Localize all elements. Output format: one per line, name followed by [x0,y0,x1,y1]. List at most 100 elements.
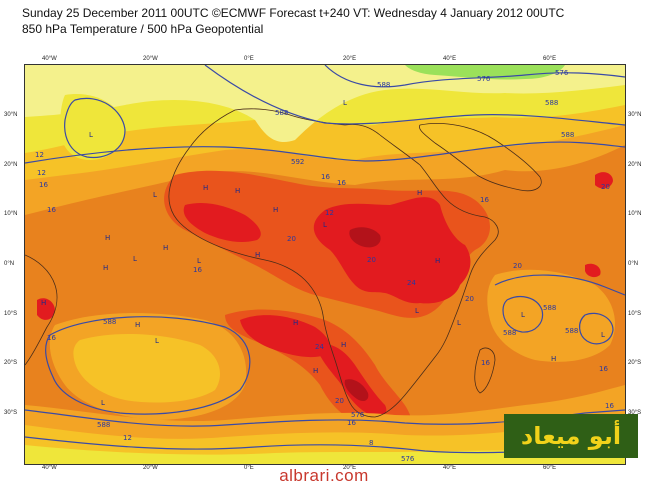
pressure-marker-9: H [417,189,422,197]
contour-label-geo-4: 588 [545,99,558,107]
pressure-marker-2: H [203,184,208,192]
contour-label-temp-3: 16 [321,173,330,181]
lon-label-bottom-60e: 60°E [543,465,557,471]
coastline-south-america [25,254,58,366]
pressure-marker-10: L [133,255,137,263]
pressure-marker-8: L [323,221,327,229]
lat-label-left-0n: 0°N [4,261,15,267]
lon-label-bottom-20e: 20°E [343,465,357,471]
contour-588-north [204,65,625,126]
pressure-marker-15: L [415,307,419,315]
temp-band-dark-red-south [344,379,369,401]
contour-label-temp-4: 12 [325,209,334,217]
lon-label-bottom-40e: 40°E [443,465,457,471]
contour-label-temp-2: 16 [47,206,56,214]
pressure-marker-21: H [341,341,346,349]
contour-label-temp-5: 16 [337,179,346,187]
contour-label-temp-15: 20 [601,183,610,191]
contour-label-temp-9: 16 [193,266,202,274]
contour-label-temp-1: 16 [39,181,48,189]
pressure-marker-25: H [313,367,318,375]
chart-title-line1: Sunday 25 December 2011 00UTC ©ECMWF For… [22,6,565,20]
temp-band-yellow-west-cell [60,94,126,160]
pressure-marker-12: H [103,264,108,272]
contour-592 [25,141,625,164]
temp-band-red-central-africa [313,197,471,304]
lat-label-right-0n: 0°N [628,261,639,267]
contour-label-geo-13: 588 [565,327,578,335]
contour-label-temp-6: 16 [480,196,489,204]
lon-label-top-20e: 20°E [343,56,357,62]
temp-band-red-ocean-east [585,263,601,278]
weather-map: 588 576 576 588 588 588 592 588 588 588 … [24,64,626,465]
pressure-marker-7: H [163,244,168,252]
contour-cell-east-2 [579,312,614,345]
pressure-marker-26: H [551,355,556,363]
contour-576-north [324,65,625,88]
contour-label-geo-8: 588 [503,329,516,337]
contour-cell-east-1 [502,296,544,333]
pressure-marker-23: L [457,319,461,327]
lat-label-right-20s: 20°S [628,360,642,366]
contour-label-geo-10: 588 [97,421,110,429]
lat-label-right-10n: 10°N [628,211,642,217]
lon-label-top-0e: 0°E [244,56,254,62]
temp-band-yellow-south [25,445,625,464]
chart-title-line2: 850 hPa Temperature / 500 hPa Geopotenti… [22,22,264,36]
site-logo: أبو ميعاد [504,414,638,458]
contour-label-temp-0: 12 [37,169,46,177]
contour-label-geo-7: 588 [103,318,116,326]
contour-label-geo-11: 576 [351,411,365,419]
lat-label-right-30s: 30°S [628,410,642,416]
contour-cell-west [64,97,126,159]
lat-label-right-10s: 10°S [628,311,642,317]
lat-label-left-20s: 20°S [4,360,18,366]
pressure-marker-6: H [105,234,110,242]
lon-label-bottom-40w: 40°W [42,465,57,471]
lat-label-right-20n: 20°N [628,162,642,168]
coastline-africa [168,108,499,418]
temp-band-red-brazil [37,298,55,320]
temp-band-green-cold [405,65,565,80]
lon-label-top-60e: 60°E [543,56,557,62]
temp-band-pale-yellow-north [25,65,625,143]
temp-band-dark-red-central [349,227,381,248]
lat-label-right-30n: 30°N [628,112,642,118]
lon-label-bottom-20w: 20°W [143,465,158,471]
site-watermark: albrari.com [279,466,369,485]
pressure-marker-3: H [235,187,240,195]
lat-label-left-30n: 30°N [4,112,18,118]
coastline-madagascar [474,347,496,394]
pressure-marker-0: L [89,131,93,139]
coastline-arabia [418,122,542,192]
lon-label-top-40e: 40°E [443,56,457,62]
lat-label-left-10s: 10°S [4,311,18,317]
pressure-marker-22: H [41,299,46,307]
contour-588-south [25,409,625,427]
contour-label-temp-11: 20 [465,295,474,303]
contour-label-temp-12: 16 [481,359,490,367]
pressure-marker-1: L [343,99,347,107]
lon-label-top-40w: 40°W [42,56,57,62]
temp-band-red-arabia [595,172,613,189]
pressure-marker-14: H [435,257,440,265]
pressure-marker-24: L [101,399,105,407]
contour-label-temp-21: 16 [47,334,56,342]
contour-label-temp-14: 20 [335,397,344,405]
contour-label-temp-22: 12 [35,151,44,159]
contour-label-temp-8: 20 [367,256,376,264]
lat-label-left-10n: 10°N [4,211,18,217]
lat-label-left-30s: 30°S [4,410,18,416]
temp-band-light-orange-south-atlantic [73,333,220,403]
contour-label-temp-17: 12 [123,434,132,442]
temp-band-orange-indian-ocean [487,269,615,362]
pressure-marker-19: H [135,321,140,329]
contour-label-geo-0: 588 [377,81,390,89]
weather-map-canvas: 588 576 576 588 588 588 592 588 588 588 … [25,65,625,464]
pressure-marker-17: L [521,311,525,319]
contour-label-geo-1: 576 [477,75,491,83]
contour-label-geo-2: 576 [555,69,569,77]
contour-588-east-ocean [494,274,625,296]
contour-label-temp-20: 16 [605,402,614,410]
pressure-marker-11: L [197,257,201,265]
